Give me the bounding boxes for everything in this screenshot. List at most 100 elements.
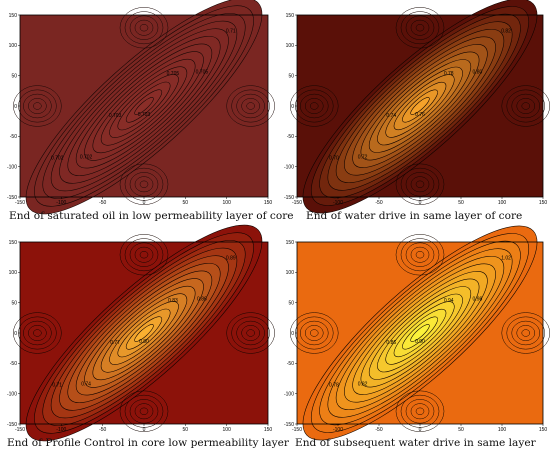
edge-contour xyxy=(33,102,42,110)
edge-contour xyxy=(226,85,275,127)
y-tick-label: 150 xyxy=(9,240,18,246)
y-tick-label: 50 xyxy=(11,301,17,307)
contour-map: 0.70 0.72 0.74 0.76 0.78 0.80 0.82 -150 -100 -50 0… xyxy=(284,0,550,214)
contour-value-label: 0.76 xyxy=(415,112,425,118)
edge-contour xyxy=(395,7,445,49)
contour-value-label: 0.71 xyxy=(52,383,62,389)
y-tick-label: 100 xyxy=(286,43,295,49)
edge-contour xyxy=(28,98,47,114)
y-tick-label: 150 xyxy=(286,240,295,246)
contour-body xyxy=(302,0,538,214)
edge-contour xyxy=(231,316,270,350)
contour-value-label: 1.02 xyxy=(501,255,511,261)
edge-contour xyxy=(400,394,440,428)
edge-contour xyxy=(124,238,164,272)
contour-value-label: 0.78 xyxy=(444,71,454,77)
edge-contour xyxy=(516,98,536,114)
edge-contour xyxy=(304,325,324,341)
panel-top-right: 0.70 0.72 0.74 0.76 0.78 0.80 0.82 -150 -100 -50 0… xyxy=(275,0,550,228)
edge-contour xyxy=(506,316,546,350)
contour-value-label: 0.705 xyxy=(196,70,209,76)
y-tick-label: 50 xyxy=(11,74,17,80)
x-tick-label: 100 xyxy=(498,427,507,433)
edge-contour xyxy=(405,15,435,40)
edge-contour xyxy=(395,234,445,276)
edge-contour xyxy=(415,24,425,32)
y-tick-label: 50 xyxy=(288,74,294,80)
edge-contour xyxy=(304,98,324,114)
edge-contour xyxy=(119,390,169,432)
edge-contour xyxy=(289,312,339,354)
y-tick-label: -50 xyxy=(287,361,294,367)
x-tick-label: -100 xyxy=(56,200,66,206)
edge-contour xyxy=(129,399,159,424)
panel-caption: End of water drive in same layer of core xyxy=(306,210,523,222)
x-tick-label: -50 xyxy=(99,427,106,433)
y-tick-label: -50 xyxy=(287,134,294,140)
edge-contour xyxy=(226,312,275,354)
edge-contour xyxy=(28,325,47,341)
edge-contour xyxy=(33,329,42,337)
y-tick-label: -150 xyxy=(7,422,17,428)
edge-contour xyxy=(521,329,531,337)
contour-value-label: 0.86 xyxy=(197,297,207,303)
edge-contour xyxy=(246,329,255,337)
panel-top-left: 0.702 0.702 0.703 0.703 0.705 0.705 0.71 -150 -1… xyxy=(0,0,294,228)
edge-contour xyxy=(13,85,62,127)
edge-contour xyxy=(415,251,425,259)
x-tick-label: -50 xyxy=(375,427,382,433)
x-tick-label: -150 xyxy=(292,427,302,433)
edge-contour xyxy=(129,242,159,267)
edge-contour xyxy=(231,89,270,123)
contour-band xyxy=(410,97,430,115)
contour-value-label: 0.82 xyxy=(501,28,511,34)
edge-contour xyxy=(309,329,319,337)
x-tick-label: 50 xyxy=(458,427,464,433)
x-tick-label: -100 xyxy=(56,427,66,433)
y-tick-label: 50 xyxy=(288,301,294,307)
x-tick-label: -150 xyxy=(15,427,25,433)
edge-contour xyxy=(395,390,445,432)
y-tick-label: -100 xyxy=(284,165,294,171)
edge-contour xyxy=(395,163,445,205)
x-tick-label: 0 xyxy=(419,200,422,206)
x-tick-label: -150 xyxy=(292,200,302,206)
contour-value-label: 0.94 xyxy=(444,298,454,304)
edge-contour xyxy=(521,102,531,110)
edge-contour xyxy=(241,325,260,341)
edge-contour xyxy=(501,312,550,354)
contour-map: 0.71 0.74 0.77 0.80 0.83 0.86 0.89 -150 -100 -50 0… xyxy=(7,224,275,442)
panel-caption: End of subsequent water drive in same la… xyxy=(295,437,536,449)
y-tick-label: 0 xyxy=(291,331,294,337)
contour-value-label: 0.71 xyxy=(226,28,236,34)
y-tick-label: -150 xyxy=(284,422,294,428)
edge-contour xyxy=(134,19,154,36)
contour-value-label: 0.90 xyxy=(415,339,425,345)
edge-contour xyxy=(134,246,154,263)
contour-value-label: 0.70 xyxy=(329,156,339,162)
x-tick-label: 100 xyxy=(498,200,507,206)
edge-contour xyxy=(410,403,430,420)
x-tick-label: 0 xyxy=(143,200,146,206)
edge-contour xyxy=(506,89,546,123)
edge-contour xyxy=(410,246,430,263)
y-tick-label: -150 xyxy=(7,195,17,201)
contour-value-label: 0.702 xyxy=(51,156,64,162)
edge-contour xyxy=(415,407,425,415)
y-tick-label: -150 xyxy=(284,195,294,201)
contour-value-label: 0.72 xyxy=(358,155,368,161)
contour-value-label: 0.74 xyxy=(386,113,396,119)
contour-value-label: 0.82 xyxy=(358,382,368,388)
edge-contour xyxy=(139,180,149,188)
edge-contour xyxy=(246,102,255,110)
contour-value-label: 0.80 xyxy=(139,339,149,345)
x-tick-label: -100 xyxy=(333,427,343,433)
y-tick-label: 0 xyxy=(14,331,17,337)
y-tick-label: 150 xyxy=(9,13,18,19)
panel-bottom-left: 0.71 0.74 0.77 0.80 0.83 0.86 0.89 -150 -100 -50 0… xyxy=(0,224,289,457)
x-tick-label: 50 xyxy=(183,200,189,206)
contour-band xyxy=(410,324,430,342)
x-tick-label: 150 xyxy=(264,427,273,433)
contour-band xyxy=(134,324,154,342)
x-tick-label: 0 xyxy=(143,427,146,433)
